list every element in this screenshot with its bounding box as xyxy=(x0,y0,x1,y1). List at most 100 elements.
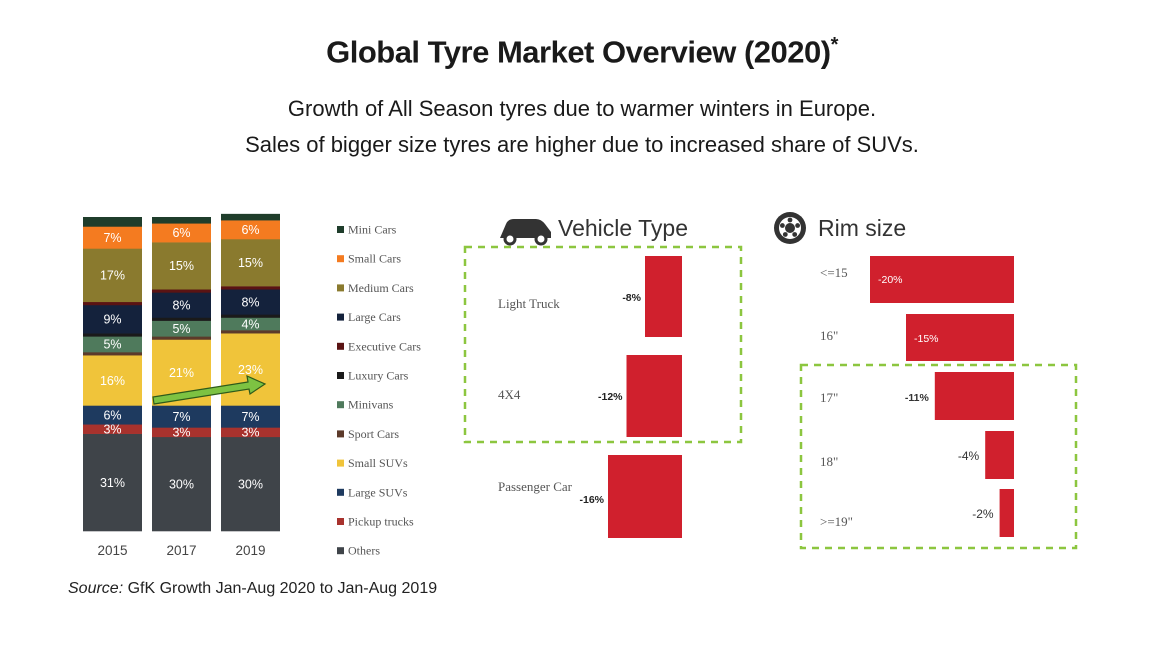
value-label: -2% xyxy=(972,507,994,521)
value-label: -12% xyxy=(598,391,623,403)
data-label-large-cars-2019: 8% xyxy=(241,295,259,309)
data-label-small-suvs-2019: 23% xyxy=(238,363,263,377)
data-label-pickup-trucks-2019: 3% xyxy=(241,426,259,440)
segment-luxury-cars-2017 xyxy=(152,317,211,321)
segment-sport-cars-2017 xyxy=(152,336,211,340)
segment-small-cars-2019 xyxy=(221,220,280,240)
segment-pickup-trucks-2019 xyxy=(221,427,280,438)
category-label: 17" xyxy=(820,390,838,405)
highlight-box-vehicle xyxy=(463,245,743,444)
data-label-pickup-trucks-2017: 3% xyxy=(172,426,190,440)
legend-item-mini-cars: Mini Cars xyxy=(337,223,397,237)
value-label: -4% xyxy=(958,449,980,463)
legend-label: Executive Cars xyxy=(348,339,421,353)
category-label: >=19" xyxy=(820,514,853,529)
segment-small-cars-2015 xyxy=(83,226,142,249)
segment-medium-cars-2019 xyxy=(221,238,280,287)
data-label-minivans-2019: 4% xyxy=(241,317,259,331)
legend-label: Medium Cars xyxy=(348,281,414,295)
segment-minivans-2015 xyxy=(83,336,142,353)
bar xyxy=(985,431,1014,479)
legend-swatch xyxy=(337,401,344,409)
segment-large-cars-2019 xyxy=(221,289,280,315)
x-tick-2017: 2017 xyxy=(166,543,196,558)
legend-label: Mini Cars xyxy=(348,223,397,237)
value-label: -20% xyxy=(878,274,903,286)
legend-swatch xyxy=(337,342,344,350)
segment-executive-cars-2015 xyxy=(83,301,142,306)
rim-bar-18: 18" -4% xyxy=(820,431,1014,479)
data-label-large-cars-2015: 9% xyxy=(103,313,121,327)
segment-luxury-cars-2015 xyxy=(83,333,142,337)
data-label-medium-cars-2017: 15% xyxy=(169,259,194,273)
legend-item-small-suvs: Small SUVs xyxy=(337,456,408,470)
segment-minivans-2019 xyxy=(221,317,280,331)
legend-label: Minivans xyxy=(348,398,394,412)
growth-arrow xyxy=(152,374,267,405)
legend-item-others: Others xyxy=(337,544,380,558)
source-note: Source: GfK Growth Jan-Aug 2020 to Jan-A… xyxy=(68,580,438,597)
legend-item-pickup-trucks: Pickup trucks xyxy=(337,515,414,529)
segment-others-2017 xyxy=(152,436,211,532)
segment-large-suvs-2019 xyxy=(221,405,280,428)
legend-label: Large Cars xyxy=(348,310,401,324)
data-label-others-2019: 30% xyxy=(238,477,263,491)
segment-pickup-trucks-2015 xyxy=(83,424,142,434)
legend-item-minivans: Minivans xyxy=(337,398,394,412)
legend-item-large-cars: Large Cars xyxy=(337,310,401,324)
data-label-large-suvs-2017: 7% xyxy=(172,410,190,424)
segment-medium-cars-2015 xyxy=(83,248,142,303)
rim-size-title: Rim size xyxy=(818,215,906,241)
legend-swatch xyxy=(337,255,344,263)
legend-swatch xyxy=(337,488,344,496)
bar xyxy=(645,256,682,337)
data-label-large-suvs-2015: 6% xyxy=(103,408,121,422)
legend-label: Large SUVs xyxy=(348,485,408,499)
category-label: 4X4 xyxy=(498,387,521,402)
segment-sport-cars-2015 xyxy=(83,352,142,356)
segment-minivans-2017 xyxy=(152,320,211,337)
stacked-bar-2015: 31% 3%6% 16% 5% 9% 17% 7% xyxy=(83,217,142,532)
vehicle-bar-4x4: 4X4 -12% xyxy=(498,355,682,437)
data-label-others-2017: 30% xyxy=(169,477,194,491)
data-label-small-suvs-2015: 16% xyxy=(100,374,125,388)
data-label-minivans-2017: 5% xyxy=(172,322,190,336)
data-label-large-suvs-2019: 7% xyxy=(241,410,259,424)
data-label-large-cars-2017: 8% xyxy=(172,298,190,312)
bar xyxy=(608,455,682,538)
segment-executive-cars-2019 xyxy=(221,286,280,290)
subtitle-line-1: Growth of All Season tyres due to warmer… xyxy=(287,96,877,121)
legend-swatch xyxy=(337,226,344,233)
legend-swatch xyxy=(337,372,344,379)
segment-pickup-trucks-2017 xyxy=(152,427,211,438)
legend-swatch xyxy=(337,430,344,438)
rim-bar-17: 17" -11% xyxy=(820,372,1014,420)
category-label: Light Truck xyxy=(498,296,560,311)
legend-label: Luxury Cars xyxy=(348,369,409,383)
rim-bar-15: <=15 -20% xyxy=(820,256,1014,303)
data-label-small-cars-2017: 6% xyxy=(172,226,190,240)
category-label: 16" xyxy=(820,328,838,343)
rim-bar-16: 16" -15% xyxy=(820,314,1014,361)
segment-small-cars-2017 xyxy=(152,223,211,243)
data-label-medium-cars-2019: 15% xyxy=(238,256,263,270)
legend-swatch xyxy=(337,518,344,525)
vehicle-type-title: Vehicle Type xyxy=(558,215,688,241)
legend-item-small-cars: Small Cars xyxy=(337,252,401,266)
legend-label: Small SUVs xyxy=(348,456,408,470)
legend-label: Pickup trucks xyxy=(348,515,414,529)
segment-mini-cars-2019 xyxy=(221,213,280,221)
segment-large-suvs-2015 xyxy=(83,405,142,425)
rim-icon xyxy=(774,212,806,244)
legend-swatch xyxy=(337,284,344,292)
data-label-others-2015: 31% xyxy=(100,476,125,490)
legend-swatch xyxy=(337,313,344,321)
category-label: <=15 xyxy=(820,265,848,280)
page-title: Global Tyre Market Overview (2020)* xyxy=(326,34,838,70)
segment-luxury-cars-2019 xyxy=(221,314,280,318)
legend-item-sport-cars: Sport Cars xyxy=(337,427,399,441)
data-label-small-suvs-2017: 21% xyxy=(169,366,194,380)
bar xyxy=(870,256,1014,303)
segment-large-cars-2015 xyxy=(83,304,142,334)
bar xyxy=(934,372,1014,420)
